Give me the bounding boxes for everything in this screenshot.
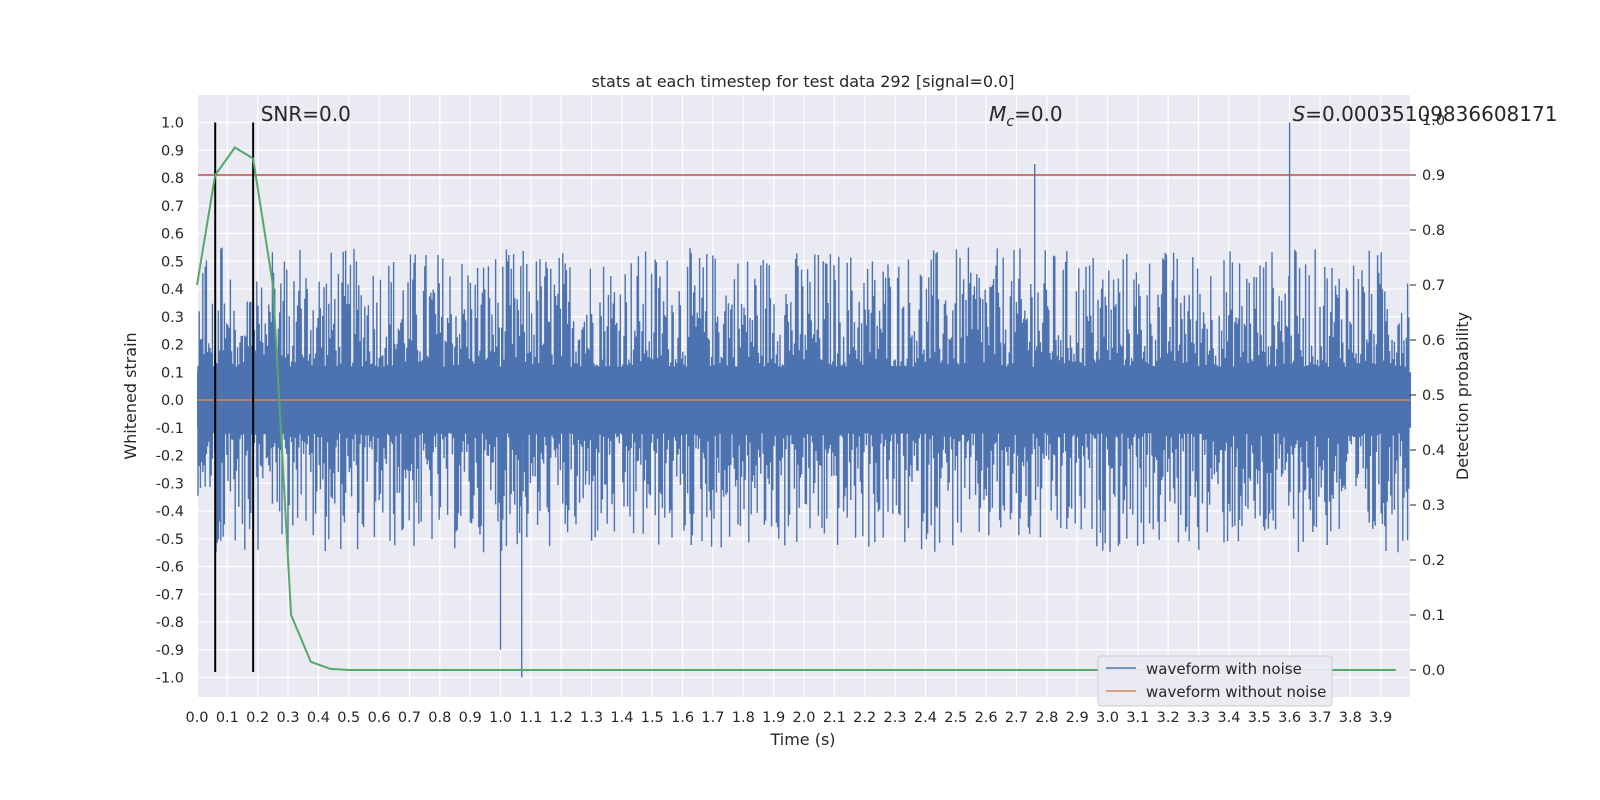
x-tick-label: 3.4 — [1217, 710, 1240, 726]
x-tick-label: 1.7 — [701, 710, 724, 726]
y-tick-label: -0.5 — [156, 532, 184, 548]
y-tick-label: 0.1 — [161, 365, 184, 381]
x-tick-label: 1.5 — [641, 710, 664, 726]
x-tick-label: 1.9 — [762, 710, 785, 726]
y-tick-label: 0.9 — [161, 143, 184, 159]
x-tick-label: 3.0 — [1096, 710, 1119, 726]
legend-box — [1097, 655, 1333, 707]
legend: waveform with noise waveform without noi… — [1097, 655, 1333, 707]
y-tick-label: -0.7 — [156, 587, 184, 603]
y-tick-label: 0.3 — [161, 310, 184, 326]
x-tick-label: 1.4 — [610, 710, 633, 726]
x-axis: 0.0 0.1 0.2 0.3 0.4 0.5 0.6 0.7 0.8 0.9 1.0 1.1 1.2 1… — [185, 710, 1392, 726]
annotation: SNR=0.0 — [261, 102, 351, 126]
y2-tick-label: 0.6 — [1422, 333, 1445, 349]
y-tick-label: -0.6 — [156, 560, 184, 576]
x-tick-label: 0.4 — [307, 710, 330, 726]
x-tick-label: 3.9 — [1369, 710, 1392, 726]
x-tick-label: 0.1 — [216, 710, 239, 726]
y-tick-label: -1.0 — [156, 671, 184, 687]
x-tick-label: 0.9 — [459, 710, 482, 726]
overlay-lines — [196, 122, 1410, 672]
y2-tick-label: 0.4 — [1422, 443, 1445, 459]
y-tick-label: 0.5 — [161, 254, 184, 270]
x-tick-label: 1.2 — [550, 710, 573, 726]
x-tick-label: 3.6 — [1278, 710, 1301, 726]
y-tick-label: -0.2 — [156, 449, 184, 465]
x-tick-label: 1.3 — [580, 710, 603, 726]
y-tick-label: 0.4 — [161, 282, 184, 298]
x-tick-label: 2.7 — [1005, 710, 1028, 726]
y-axis-left: 1.0 0.9 0.8 0.7 0.6 0.5 0.4 0.3 0.2 0.1 0.0 -0.1 -0.… — [156, 116, 184, 687]
y-tick-label: -0.3 — [156, 476, 184, 492]
x-tick-label: 1.0 — [489, 710, 512, 726]
y-tick-label: 1.0 — [161, 116, 184, 132]
y-tick-label: 0.8 — [161, 171, 184, 187]
x-tick-label: 3.3 — [1187, 710, 1210, 726]
y2-tick-label: 0.1 — [1422, 608, 1445, 624]
x-tick-label: 3.5 — [1248, 710, 1271, 726]
x-tick-label: 2.3 — [884, 710, 907, 726]
y-tick-label: 0.7 — [161, 199, 184, 215]
x-tick-label: 2.4 — [914, 710, 937, 726]
y-axis-right: 1.0 0.9 0.8 0.7 0.6 0.5 0.4 0.3 0.2 0.1 0.0 — [1410, 113, 1445, 679]
x-tick-label: 0.7 — [398, 710, 421, 726]
y2-tick-label: 0.5 — [1422, 388, 1445, 404]
y2-tick-label: 0.8 — [1422, 223, 1445, 239]
y2-tick-label: 0.3 — [1422, 498, 1445, 514]
x-tick-label: 2.5 — [944, 710, 967, 726]
y2-tick-label: 0.0 — [1422, 663, 1445, 679]
y-tick-label: 0.6 — [161, 227, 184, 243]
y-tick-label: -0.1 — [156, 421, 184, 437]
legend-label-clean: waveform without noise — [1146, 683, 1326, 701]
y2-tick-label: 0.9 — [1422, 168, 1445, 184]
x-tick-label: 0.8 — [428, 710, 451, 726]
y-tick-label: -0.9 — [156, 643, 184, 659]
y2-tick-label: 1.0 — [1422, 113, 1445, 129]
x-tick-label: 3.2 — [1157, 710, 1180, 726]
y2-tick-label: 0.2 — [1422, 553, 1445, 569]
detection-probability-line — [196, 146, 1396, 671]
y-tick-label: 0.0 — [161, 393, 184, 409]
y-axis-label: Whitened strain — [121, 332, 140, 459]
chart-title: stats at each timestep for test data 292… — [591, 72, 1014, 91]
x-tick-label: 2.0 — [792, 710, 815, 726]
x-tick-label: 1.6 — [671, 710, 694, 726]
x-tick-label: 1.8 — [732, 710, 755, 726]
legend-label-noise: waveform with noise — [1146, 660, 1302, 678]
x-tick-label: 0.2 — [246, 710, 269, 726]
x-tick-label: 2.1 — [823, 710, 846, 726]
x-tick-label: 2.9 — [1066, 710, 1089, 726]
y2-axis-label: Detection probability — [1453, 312, 1472, 480]
annotation: S=0.00035109836608171 — [1293, 102, 1558, 126]
y-tick-label: -0.8 — [156, 615, 184, 631]
y2-tick-label: 0.7 — [1422, 278, 1445, 294]
x-tick-label: 0.5 — [337, 710, 360, 726]
annotation: Mc=0.0 — [989, 102, 1063, 130]
x-tick-label: 0.6 — [368, 710, 391, 726]
annotations: SNR=0.0 Mc=0.0 S=0.00035109836608171 — [261, 102, 1558, 130]
x-tick-label: 2.2 — [853, 710, 876, 726]
y-tick-label: -0.4 — [156, 504, 184, 520]
x-axis-label: Time (s) — [769, 730, 835, 749]
x-tick-label: 1.1 — [519, 710, 542, 726]
x-tick-label: 0.3 — [277, 710, 300, 726]
x-tick-label: 2.8 — [1035, 710, 1058, 726]
x-tick-label: 3.8 — [1339, 710, 1362, 726]
x-tick-label: 0.0 — [185, 710, 208, 726]
x-tick-label: 3.7 — [1308, 710, 1331, 726]
x-tick-label: 3.1 — [1126, 710, 1149, 726]
y-tick-label: 0.2 — [161, 338, 184, 354]
x-tick-label: 2.6 — [975, 710, 998, 726]
